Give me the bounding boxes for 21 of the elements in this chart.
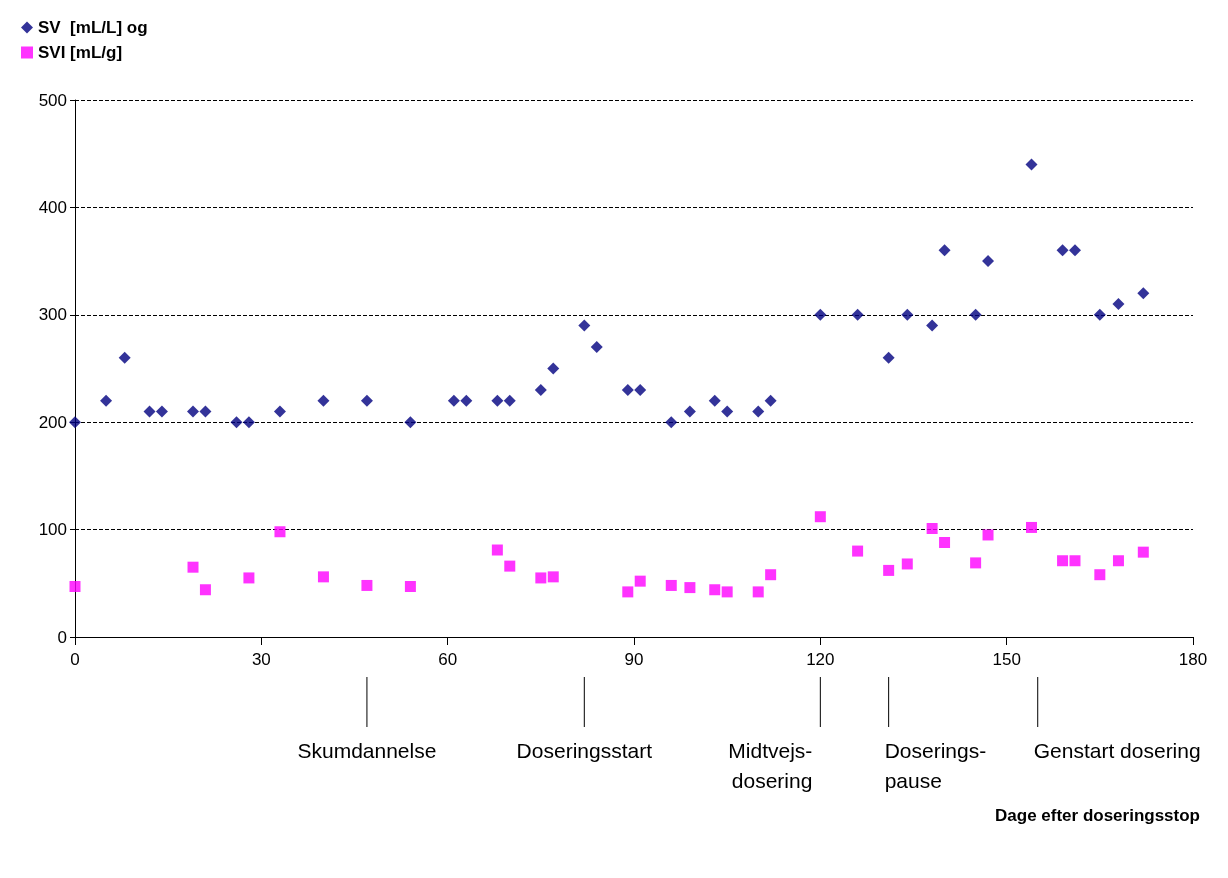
ref-line-label: Skumdannelse [297, 738, 437, 762]
x-tick-label: 120 [806, 650, 835, 669]
y-tick-label: 300 [38, 305, 67, 325]
y-tick-label: 0 [57, 627, 67, 647]
y-tick-label: 400 [38, 197, 67, 217]
ref-line-label: Genstart dosering [1033, 738, 1201, 762]
y-tick-label: 200 [38, 412, 67, 432]
legend-label: SVI [mL/g] [38, 43, 123, 62]
x-tick-label: 0 [70, 650, 80, 669]
y-tick-label: 100 [38, 520, 67, 540]
x-tick-label: 150 [992, 650, 1021, 669]
x-tick-label: 30 [251, 650, 271, 669]
ref-line-label: Doserings- pause [884, 738, 987, 792]
ref-line-label: Doseringsstart [516, 738, 653, 762]
x-tick-label: 180 [1178, 650, 1208, 669]
ref-line-label: Midtvejs- dosering [728, 738, 813, 792]
legend-label: SV [mL/L] og [38, 18, 148, 37]
x-tick-label: 60 [438, 650, 458, 669]
x-tick-label: 90 [624, 650, 644, 669]
text: Dage efter doseringsstop [995, 806, 1201, 825]
y-tick-label: 500 [38, 90, 67, 110]
